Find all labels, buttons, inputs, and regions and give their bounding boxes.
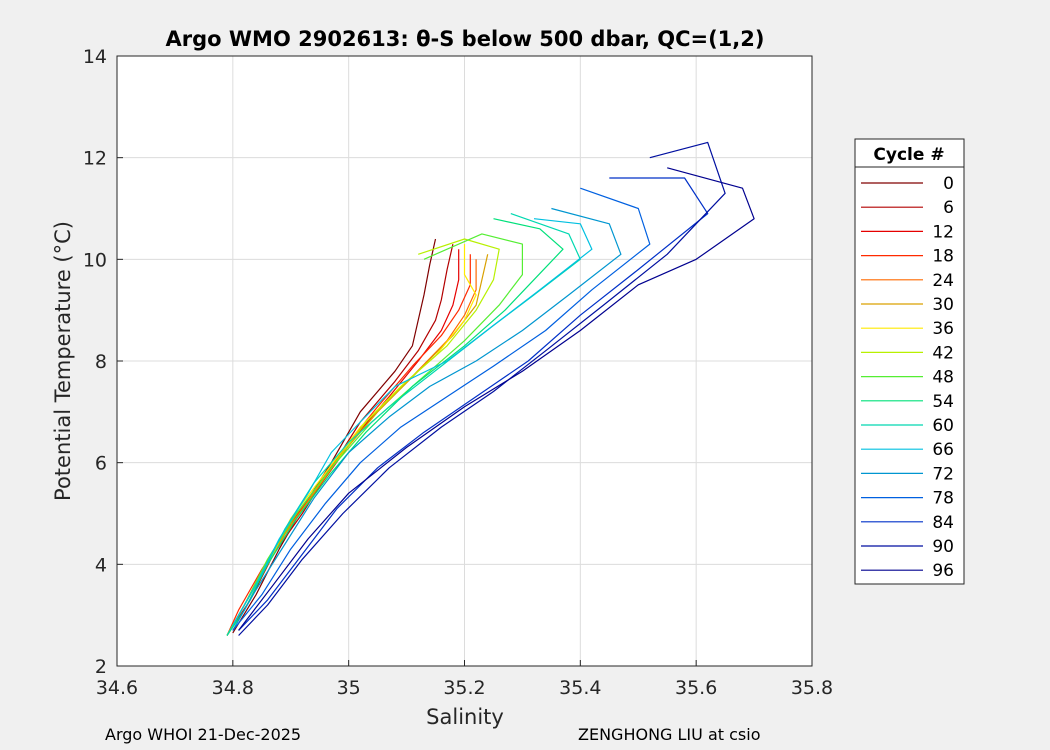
y-tick-label: 2 [95,656,107,678]
y-tick-label: 4 [95,554,107,576]
x-tick-label: 35.4 [559,677,601,699]
series-line-cycle-84 [238,177,709,631]
legend-label: 6 [943,198,954,218]
legend-entries: 0 6 12 18 24 30 36 42 48 54 60 66 72 78 84 90 96 [861,174,954,581]
legend-label: 30 [932,295,954,315]
x-tick-label: 34.8 [212,677,254,699]
x-tick-label: 34.6 [96,677,138,699]
legend: Cycle # 0 6 12 18 24 30 36 42 48 54 60 66 72 78 84 90 96 [854,138,965,585]
y-tick-label: 8 [95,351,107,373]
legend-label: 54 [932,392,954,412]
legend-label: 84 [932,513,954,533]
y-tick-label: 10 [83,249,107,271]
x-axis-label: Salinity [426,705,504,729]
legend-label: 90 [932,537,954,557]
legend-box [854,138,965,585]
legend-label: 66 [932,440,954,460]
legend-label: 60 [932,416,954,436]
chart-title: Argo WMO 2902613: θ-S below 500 dbar, QC… [166,27,765,51]
footer-source: Argo WHOI 21-Dec-2025 [105,725,302,744]
y-tick-label: 6 [95,453,107,475]
axis-ticks: 34.6 34.8 35 35.2 35.4 35.6 35.8 2 4 6 8 10 12 14 [83,46,833,699]
series-line-cycle-78 [232,187,651,631]
legend-label: 18 [932,247,954,267]
x-tick-label: 35.6 [675,677,717,699]
x-tick-label: 35.8 [791,677,833,699]
y-tick-label: 14 [83,46,107,68]
legend-label: 72 [932,464,954,484]
series-line-cycle-90 [238,141,726,636]
legend-label: 12 [932,222,954,242]
series-line-cycle-72 [232,207,622,631]
y-axis-label: Potential Temperature (°C) [51,221,75,501]
series-line-cycle-0 [232,238,437,634]
footer-author: ZENGHONG LIU at csio [578,725,761,744]
x-tick-label: 35.2 [443,677,485,699]
legend-label: 36 [932,319,954,339]
legend-label: 0 [943,174,954,194]
y-tick-label: 12 [83,148,107,170]
legend-label: 48 [932,368,954,388]
series-line-cycle-66 [232,218,593,626]
legend-label: 78 [932,489,954,509]
legend-label: 24 [932,271,954,291]
x-tick-label: 35 [337,677,361,699]
legend-title: Cycle # [873,145,944,165]
series-line-cycle-96 [238,167,755,631]
legend-label: 96 [932,561,954,581]
legend-label: 42 [932,343,954,363]
series-lines [226,141,755,636]
